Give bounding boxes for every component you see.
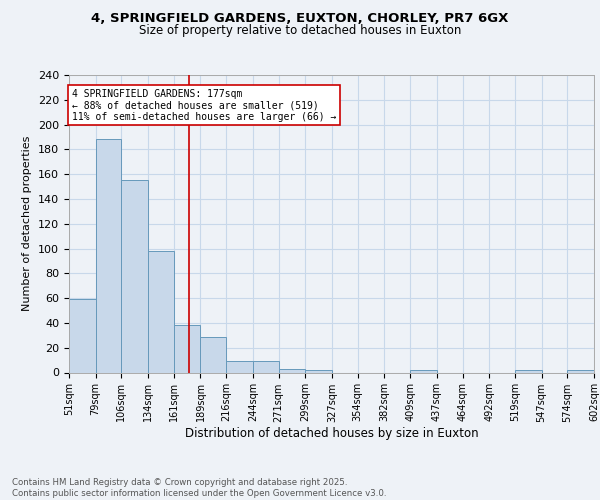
- Text: Contains HM Land Registry data © Crown copyright and database right 2025.
Contai: Contains HM Land Registry data © Crown c…: [12, 478, 386, 498]
- Bar: [515, 370, 542, 372]
- Bar: [253, 362, 278, 372]
- Bar: [69, 300, 95, 372]
- Bar: [278, 369, 305, 372]
- Bar: [410, 370, 437, 372]
- Y-axis label: Number of detached properties: Number of detached properties: [22, 136, 32, 312]
- Bar: [200, 336, 226, 372]
- Bar: [568, 370, 594, 372]
- Bar: [226, 362, 253, 372]
- Bar: [95, 140, 121, 372]
- X-axis label: Distribution of detached houses by size in Euxton: Distribution of detached houses by size …: [185, 427, 478, 440]
- Text: 4, SPRINGFIELD GARDENS, EUXTON, CHORLEY, PR7 6GX: 4, SPRINGFIELD GARDENS, EUXTON, CHORLEY,…: [91, 12, 509, 26]
- Bar: [305, 370, 332, 372]
- Text: 4 SPRINGFIELD GARDENS: 177sqm
← 88% of detached houses are smaller (519)
11% of : 4 SPRINGFIELD GARDENS: 177sqm ← 88% of d…: [72, 88, 336, 122]
- Bar: [121, 180, 148, 372]
- Bar: [174, 326, 200, 372]
- Text: Size of property relative to detached houses in Euxton: Size of property relative to detached ho…: [139, 24, 461, 37]
- Bar: [148, 251, 174, 372]
